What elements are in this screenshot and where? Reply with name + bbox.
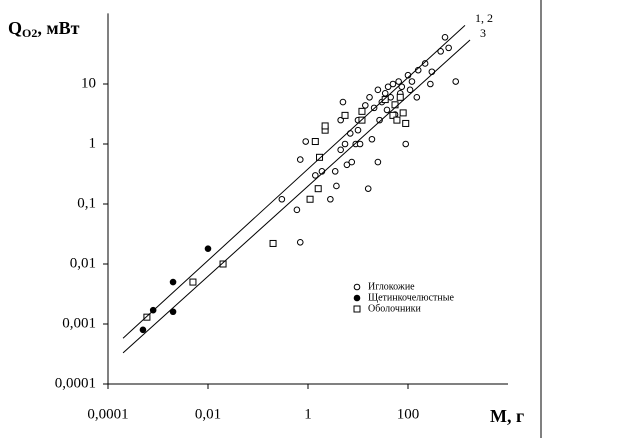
point [278, 195, 286, 203]
point [331, 168, 339, 175]
point [437, 48, 444, 55]
point [441, 34, 449, 41]
legend-label: Оболочники [368, 303, 422, 314]
point [366, 94, 373, 101]
point [428, 68, 436, 76]
y-tick-label: 10 [81, 75, 96, 91]
point [445, 44, 452, 52]
point [427, 80, 434, 88]
legend-marker [353, 294, 361, 302]
point [139, 326, 147, 334]
x-tick-label: 0,0001 [87, 406, 128, 422]
x-tick-label: 0,01 [195, 406, 221, 422]
y-tick-label: 0,0001 [55, 375, 96, 391]
point [341, 111, 349, 119]
y-axis-label: QO2, мВт [8, 18, 80, 40]
y-tick-label: 0,001 [62, 315, 96, 331]
point [341, 140, 349, 148]
point [296, 156, 304, 163]
point [302, 138, 310, 145]
point [311, 138, 319, 146]
point [204, 245, 212, 252]
y-label-rest: , мВт [37, 18, 79, 38]
point [358, 107, 366, 115]
point [393, 116, 401, 124]
point [143, 313, 151, 321]
point [356, 140, 364, 148]
point [413, 94, 421, 101]
point [337, 146, 344, 154]
y-label-sub: O2 [22, 26, 37, 40]
point [364, 185, 372, 192]
legend-marker [353, 305, 361, 313]
point [333, 182, 340, 190]
y-tick-label: 1 [89, 135, 97, 151]
point [384, 83, 392, 91]
point [376, 116, 383, 124]
x-axis-label: M, г [490, 406, 524, 426]
point [389, 80, 397, 88]
point [296, 238, 304, 246]
point [343, 161, 351, 169]
legend-marker [353, 283, 361, 291]
line-label: 1, 2 [475, 11, 493, 25]
point [169, 278, 177, 286]
point [398, 83, 406, 91]
y-label-main: Q [8, 18, 22, 38]
point [399, 109, 407, 117]
fit-line [122, 24, 466, 339]
point [312, 172, 319, 179]
point [396, 93, 404, 101]
point [452, 78, 460, 85]
legend-label: Щетинкочелюстные [368, 292, 454, 303]
point [169, 308, 177, 316]
point [321, 122, 329, 130]
point [339, 98, 347, 106]
point [269, 239, 277, 247]
point [406, 86, 414, 94]
point [374, 86, 382, 94]
y-tick-label: 0,01 [70, 255, 96, 271]
point [402, 119, 410, 127]
point [381, 89, 389, 97]
point [293, 206, 301, 214]
line-label: 3 [480, 26, 486, 40]
point [189, 278, 197, 286]
fit-line [122, 39, 471, 354]
point [421, 60, 429, 67]
point [368, 135, 376, 143]
x-tick-label: 100 [397, 406, 420, 422]
legend-label: Иглокожие [368, 281, 415, 292]
point [316, 153, 324, 161]
point [383, 106, 391, 114]
point [374, 158, 382, 166]
point [395, 78, 402, 85]
x-tick-label: 1 [304, 406, 312, 422]
point [327, 195, 334, 203]
point [362, 102, 369, 109]
point [381, 96, 389, 104]
point [389, 111, 397, 119]
point [306, 195, 314, 203]
y-tick-label: 0,1 [77, 195, 96, 211]
point [219, 260, 227, 268]
point [314, 185, 322, 193]
point [408, 78, 416, 85]
point [354, 126, 362, 134]
point [348, 158, 356, 166]
point [391, 101, 399, 109]
point [402, 140, 410, 148]
